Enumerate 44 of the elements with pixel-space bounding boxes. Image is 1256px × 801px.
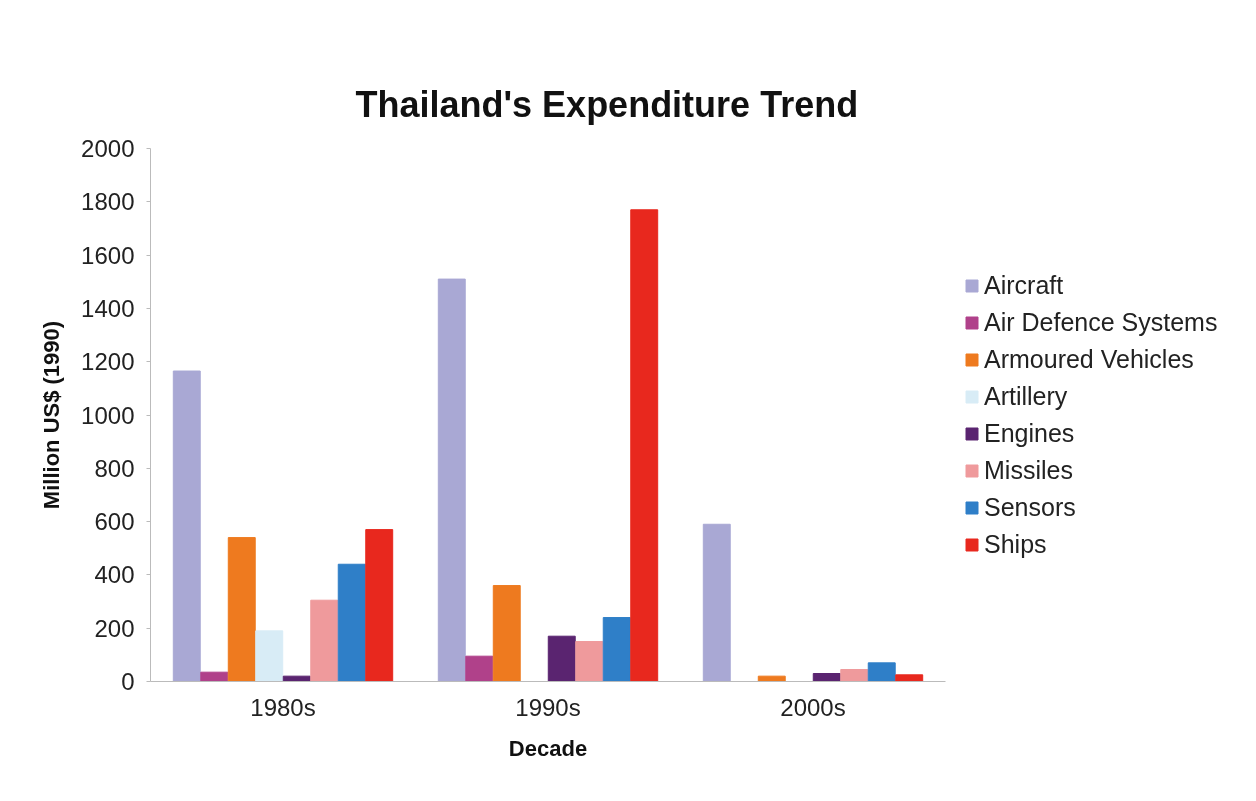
x-tick-label: 1980s	[250, 693, 316, 721]
legend-label: Artillery	[984, 381, 1068, 411]
y-tick-label: 2000	[81, 135, 135, 162]
bar	[812, 673, 841, 682]
bar	[492, 585, 521, 682]
legend-label: Air Defence Systems	[984, 307, 1218, 337]
y-tick-label: 800	[94, 454, 135, 482]
y-tick-label: 0	[121, 668, 135, 695]
y-tick-label: 400	[94, 561, 135, 589]
y-tick-label: 1800	[81, 188, 135, 216]
bar	[840, 669, 869, 682]
bar	[575, 641, 604, 682]
y-tick-label: 600	[94, 508, 135, 536]
y-tick-label: 1400	[81, 294, 135, 322]
x-axis-title: Decade	[508, 735, 588, 761]
y-tick-label: 1200	[81, 348, 135, 376]
bar	[437, 278, 466, 682]
bar	[630, 209, 659, 682]
bar	[547, 635, 576, 682]
bar	[172, 370, 201, 682]
bar	[337, 563, 366, 682]
bar	[602, 617, 631, 682]
bar	[227, 537, 256, 682]
legend-label: Armoured Vehicles	[984, 344, 1194, 374]
x-tick-label: 1990s	[515, 693, 581, 721]
bar	[200, 671, 229, 682]
y-axis-title: Million US$ (1990)	[39, 320, 65, 510]
y-tick-label: 1000	[81, 401, 135, 429]
legend-label: Missiles	[984, 455, 1073, 485]
legend-label: Ships	[984, 529, 1047, 559]
bar	[255, 630, 284, 682]
bar	[310, 599, 339, 682]
y-tick-label: 1600	[81, 241, 135, 269]
legend-label: Sensors	[984, 492, 1076, 522]
x-tick-label: 2000s	[780, 693, 846, 721]
legend-label: Aircraft	[984, 270, 1064, 300]
bar	[895, 674, 924, 682]
legend-label: Engines	[984, 418, 1075, 448]
bar	[702, 523, 731, 682]
chart-title: Thailand's Expenditure Trend	[355, 83, 859, 125]
bar	[867, 662, 896, 682]
bar	[365, 529, 394, 682]
bar	[465, 655, 494, 682]
y-tick-label: 200	[94, 614, 135, 642]
